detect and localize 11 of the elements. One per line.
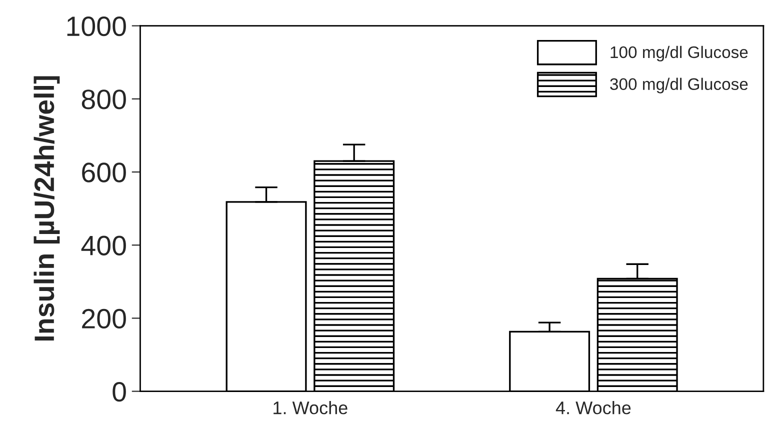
legend-label: 100 mg/dl Glucose xyxy=(610,46,748,62)
x-tick-label: 4. Woche xyxy=(556,401,631,414)
y-tick-label: 400 xyxy=(81,236,126,256)
legend-label: 300 mg/dl Glucose xyxy=(610,78,748,94)
y-tick-label: 200 xyxy=(82,308,126,329)
y-tick-label: 0 xyxy=(112,382,126,402)
y-axis-title: Insulin [µU/24h/well] xyxy=(34,76,60,340)
x-tick-label: 1. Woche xyxy=(274,401,348,414)
y-tick-label: 600 xyxy=(82,162,126,182)
y-tick-label: 1000 xyxy=(67,16,126,36)
y-tick-label: 800 xyxy=(82,90,126,110)
